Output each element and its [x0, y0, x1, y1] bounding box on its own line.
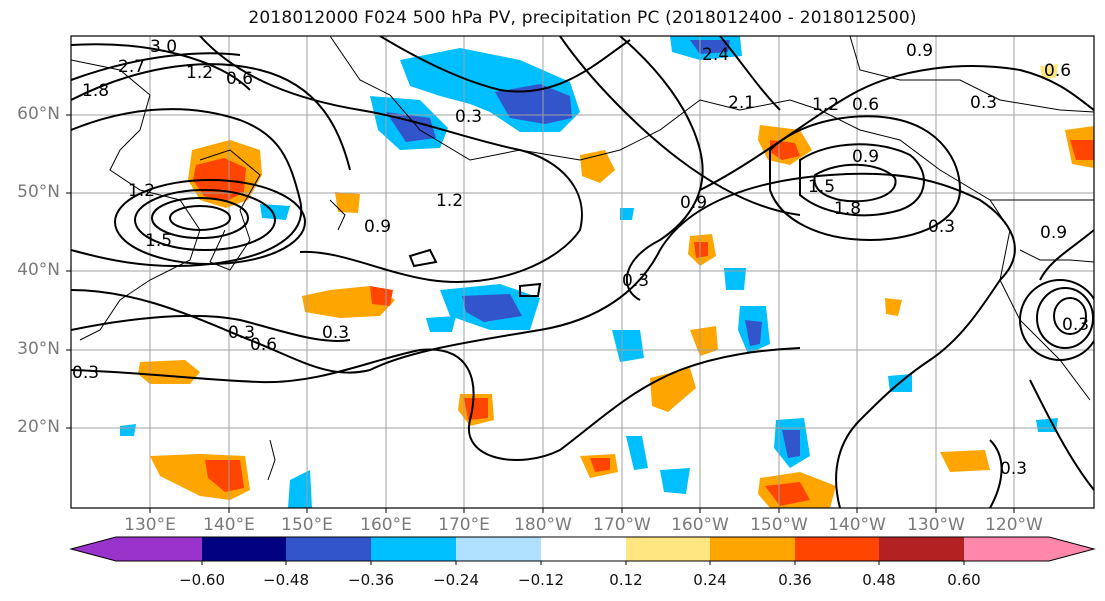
- contour-label: 2.4: [702, 45, 729, 65]
- contour-label: 0.9: [852, 147, 879, 167]
- contour-label: 2.1: [728, 93, 755, 113]
- map-title: 2018012000 F024 500 hPa PV, precipitatio…: [248, 8, 917, 28]
- contour-label: 0.6: [226, 69, 253, 89]
- contour-label: 0.9: [364, 217, 391, 237]
- contour-label: 0.3: [928, 217, 955, 237]
- contour-label: 0.3: [622, 271, 649, 291]
- lon-label: 150°E: [281, 515, 333, 535]
- contour-label: 0.6: [852, 95, 879, 115]
- precip-positive-shading: [138, 64, 1094, 508]
- colorbar-segment: [371, 537, 456, 561]
- colorbar-tick-label: −0.60: [179, 571, 225, 589]
- contour-label: 1.2: [812, 95, 839, 115]
- contour-label: 0.6: [1044, 61, 1071, 81]
- contour-label: 0.3: [1000, 459, 1027, 479]
- colorbar-segment: [626, 537, 710, 561]
- lat-label: 60°N: [17, 104, 60, 124]
- precip-negative-shading: [120, 36, 1058, 508]
- colorbar-tick-label: 0.60: [947, 571, 981, 589]
- contour-label: 1.8: [834, 199, 861, 219]
- colorbar-segment: [710, 537, 795, 561]
- lon-label: 160°E: [360, 515, 412, 535]
- contour-label: 1.2: [436, 191, 463, 211]
- colorbar-segment: [541, 537, 626, 561]
- lat-label: 40°N: [17, 260, 60, 280]
- colorbar-tick-label: −0.24: [433, 571, 479, 589]
- lon-label: 130°W: [907, 515, 965, 535]
- lon-label: 180°W: [514, 515, 572, 535]
- lon-label: 130°E: [124, 515, 176, 535]
- lon-label: 150°W: [750, 515, 808, 535]
- colorbar-segment: [116, 537, 202, 561]
- colorbar-tick-label: 0.36: [778, 571, 812, 589]
- axis-ticks: [66, 114, 1015, 513]
- lon-label: 120°W: [985, 515, 1043, 535]
- colorbar-segment: [795, 537, 879, 561]
- colorbar-segment: [879, 537, 964, 561]
- contour-label: 0.3: [970, 93, 997, 113]
- contour-label: 0.6: [250, 335, 277, 355]
- contour-label: 0.3: [455, 107, 482, 127]
- colorbar-tick-label: −0.36: [348, 571, 394, 589]
- coastlines: [71, 36, 1094, 481]
- colorbar-segment: [202, 537, 286, 561]
- colorbar-tick-label: 0.48: [862, 571, 896, 589]
- colorbar-tick-label: −0.48: [263, 571, 309, 589]
- graticule: [71, 36, 1094, 508]
- contour-label: 0.9: [906, 41, 933, 61]
- pv-contours: [71, 36, 1094, 508]
- colorbar-outline: [69, 536, 1096, 562]
- contour-label: 2.7: [118, 57, 145, 77]
- contour-label: 1.2: [186, 63, 213, 83]
- contour-label: 1.8: [82, 81, 109, 101]
- contour-label: 0.9: [680, 193, 707, 213]
- lon-label: 140°W: [828, 515, 886, 535]
- colorbar-extend-max: [1049, 537, 1094, 561]
- contour-labels: 3.0 2.7 1.8 1.2 0.6 1.2 1.5 0.3 0.9 1.2 …: [72, 37, 1089, 479]
- lon-label: 140°E: [203, 515, 255, 535]
- contour-label: 1.5: [808, 177, 835, 197]
- colorbar-ticks: [201, 561, 965, 565]
- lon-label: 170°E: [438, 515, 490, 535]
- lon-label: 170°W: [593, 515, 651, 535]
- map-canvas: 3.0 2.7 1.8 1.2 0.6 1.2 1.5 0.3 0.9 1.2 …: [66, 35, 1095, 513]
- colorbar-segment: [456, 537, 541, 561]
- lat-label: 30°N: [17, 339, 60, 359]
- colorbar-extend-min: [71, 537, 116, 561]
- lat-label: 20°N: [17, 417, 60, 437]
- contour-label: 0.3: [1062, 315, 1089, 335]
- map-frame: [70, 35, 1095, 509]
- contour-label: 1.2: [128, 181, 155, 201]
- contour-label: 3.0: [150, 37, 177, 57]
- colorbar-segment: [964, 537, 1049, 561]
- map-frame-bg: [71, 36, 1094, 508]
- colorbar: [69, 536, 1096, 565]
- lat-label: 50°N: [17, 182, 60, 202]
- contour-label: 0.3: [228, 323, 255, 343]
- colorbar-tick-label: −0.12: [518, 571, 564, 589]
- colorbar-tick-label: 0.24: [693, 571, 727, 589]
- contour-label: 0.9: [1040, 223, 1067, 243]
- contour-label: 1.5: [145, 231, 172, 251]
- contour-label: 0.3: [322, 323, 349, 343]
- colorbar-segment: [286, 537, 371, 561]
- lon-label: 160°W: [671, 515, 729, 535]
- contour-label: 0.3: [72, 363, 99, 383]
- colorbar-tick-label: 0.12: [609, 571, 643, 589]
